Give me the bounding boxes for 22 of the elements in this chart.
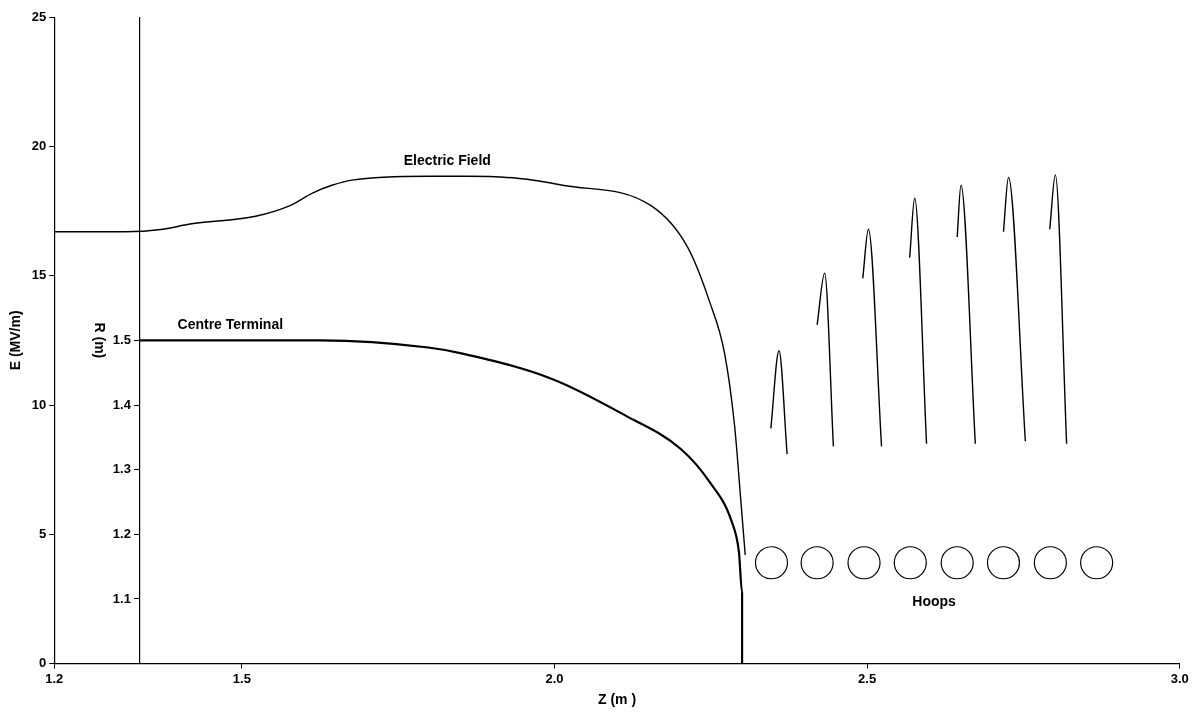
y2-axis-title: R (m) <box>91 322 108 359</box>
x-tick-label: 1.5 <box>232 670 251 686</box>
x-tick-label: 2.0 <box>545 670 564 686</box>
y-tick-label: 5 <box>39 525 47 541</box>
x-tick-label: 3.0 <box>1170 670 1189 686</box>
y-tick-label: 20 <box>31 138 47 154</box>
x-tick-label: 2.5 <box>858 670 877 686</box>
y2-tick-label: 1.4 <box>112 396 132 412</box>
series-label: Hoops <box>912 592 957 609</box>
y-axis-title: E (MV/m) <box>7 310 24 371</box>
y-tick-label: 25 <box>31 8 47 24</box>
y2-tick-label: 1.2 <box>112 525 131 541</box>
y-tick-label: 10 <box>31 396 47 412</box>
series-label: Electric Field <box>403 152 491 169</box>
x-axis-title: Z (m ) <box>597 691 637 708</box>
x-tick-label: 1.2 <box>45 670 64 686</box>
y2-tick-label: 1.1 <box>112 590 131 606</box>
y-tick-label: 0 <box>39 655 47 671</box>
y2-tick-label: 1.5 <box>112 331 131 347</box>
y2-tick-label: 1.3 <box>112 461 131 477</box>
y-tick-label: 15 <box>31 267 47 283</box>
series-label: Centre Terminal <box>177 316 284 333</box>
